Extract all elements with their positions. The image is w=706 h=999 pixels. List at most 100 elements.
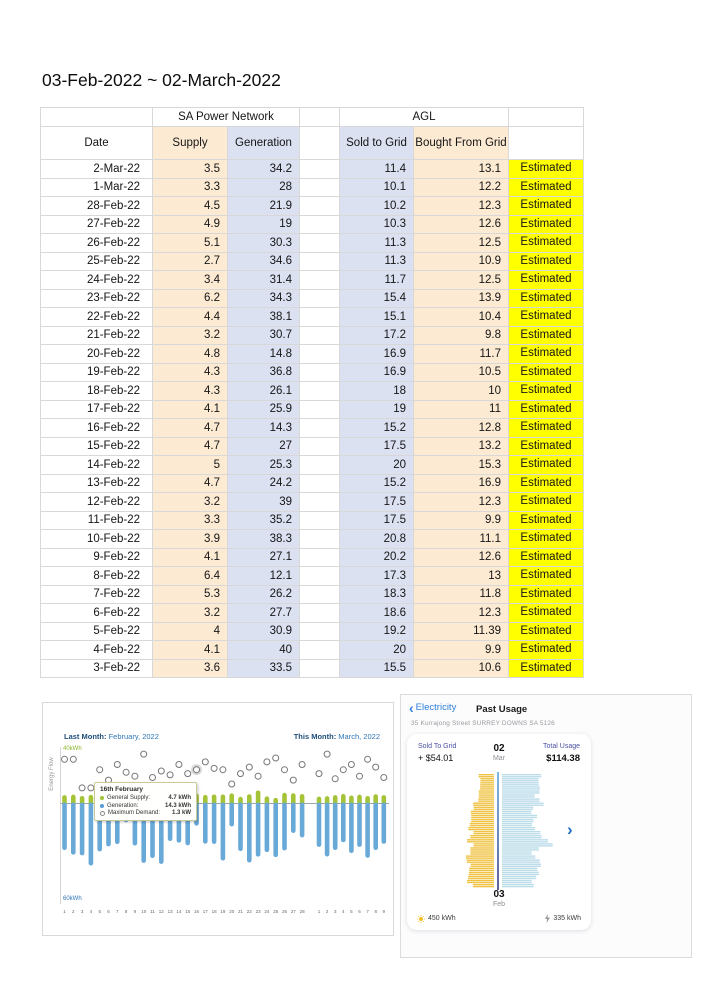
supply-cell: 4 bbox=[153, 622, 228, 641]
date-cell: 8-Feb-22 bbox=[41, 567, 153, 586]
date-cell: 7-Feb-22 bbox=[41, 585, 153, 604]
estimated-cell: Estimated bbox=[509, 345, 584, 364]
spacer-cell bbox=[300, 567, 340, 586]
sold-to-grid-cell: 11.3 bbox=[340, 234, 414, 253]
supply-cell: 4.3 bbox=[153, 382, 228, 401]
spacer-cell bbox=[300, 419, 340, 438]
bought-from-grid-cell: 12.5 bbox=[414, 234, 509, 253]
sold-to-grid-cell: 18.6 bbox=[340, 604, 414, 623]
estimated-cell: Estimated bbox=[509, 474, 584, 493]
generation-bullet-icon bbox=[100, 803, 104, 808]
column-header-supply: Supply bbox=[153, 127, 228, 160]
svg-text:3: 3 bbox=[334, 909, 337, 914]
generation-cell: 30.3 bbox=[228, 234, 300, 253]
generation-cell: 39 bbox=[228, 493, 300, 512]
generation-cell: 38.3 bbox=[228, 530, 300, 549]
spacer-cell bbox=[300, 108, 340, 127]
supply-cell: 4.8 bbox=[153, 345, 228, 364]
estimated-cell: Estimated bbox=[509, 289, 584, 308]
chevron-left-icon: ‹ bbox=[409, 699, 414, 716]
last-month-label: Last Month: February, 2022 bbox=[64, 732, 159, 741]
generation-cell: 38.1 bbox=[228, 308, 300, 327]
svg-text:28: 28 bbox=[300, 909, 306, 914]
this-month-label-bold: This Month: bbox=[293, 732, 337, 741]
estimated-cell: Estimated bbox=[509, 511, 584, 530]
energy-data-table: SA Power Network AGL Date Supply Generat… bbox=[40, 107, 584, 678]
table-row: 17-Feb-22 4.1 25.9 19 11 Estimated bbox=[41, 400, 584, 419]
bought-from-grid-cell: 12.6 bbox=[414, 215, 509, 234]
total-usage-value: $114.38 bbox=[546, 752, 580, 764]
generation-cell: 25.9 bbox=[228, 400, 300, 419]
estimated-cell: Estimated bbox=[509, 548, 584, 567]
y-axis-bottom-label: 60kWh bbox=[63, 896, 82, 902]
bought-from-grid-cell: 12.3 bbox=[414, 604, 509, 623]
bought-from-grid-cell: 10.5 bbox=[414, 363, 509, 382]
back-button[interactable]: ‹ Electricity bbox=[409, 699, 456, 716]
estimated-cell: Estimated bbox=[509, 252, 584, 271]
page-title: 03-Feb-2022 ~ 02-March-2022 bbox=[42, 70, 281, 90]
spacer-cell bbox=[300, 178, 340, 197]
bought-from-grid-cell: 12.3 bbox=[414, 493, 509, 512]
date-cell: 20-Feb-22 bbox=[41, 345, 153, 364]
svg-text:7: 7 bbox=[366, 909, 369, 914]
table-row: 3-Feb-22 3.6 33.5 15.5 10.6 Estimated bbox=[41, 659, 584, 678]
estimated-cell: Estimated bbox=[509, 585, 584, 604]
supply-bullet-icon bbox=[100, 796, 104, 800]
svg-text:11: 11 bbox=[150, 909, 155, 914]
table-row: 25-Feb-22 2.7 34.6 11.3 10.9 Estimated bbox=[41, 252, 584, 271]
column-header-generation: Generation bbox=[228, 127, 300, 160]
estimated-cell: Estimated bbox=[509, 659, 584, 678]
svg-text:19: 19 bbox=[220, 909, 226, 914]
bought-from-grid-cell: 13.9 bbox=[414, 289, 509, 308]
svg-text:20: 20 bbox=[229, 909, 235, 914]
bought-from-grid-cell: 12.6 bbox=[414, 548, 509, 567]
generation-cell: 28 bbox=[228, 178, 300, 197]
spacer-cell bbox=[300, 641, 340, 660]
table-row: 21-Feb-22 3.2 30.7 17.2 9.8 Estimated bbox=[41, 326, 584, 345]
estimated-cell: Estimated bbox=[509, 493, 584, 512]
tooltip-row-value: 1.3 kW bbox=[171, 810, 191, 817]
spacer-cell bbox=[300, 548, 340, 567]
spacer-cell bbox=[300, 127, 340, 160]
sold-to-grid-cell: 15.5 bbox=[340, 659, 414, 678]
bought-from-grid-cell: 11 bbox=[414, 400, 509, 419]
date-cell: 22-Feb-22 bbox=[41, 308, 153, 327]
svg-text:15: 15 bbox=[185, 909, 191, 914]
date-cell: 21-Feb-22 bbox=[41, 326, 153, 345]
chevron-right-icon[interactable]: › bbox=[567, 820, 573, 839]
table-row: 7-Feb-22 5.3 26.2 18.3 11.8 Estimated bbox=[41, 585, 584, 604]
sold-to-grid-cell: 18.3 bbox=[340, 585, 414, 604]
svg-text:21: 21 bbox=[238, 909, 244, 914]
table-group-header-row: SA Power Network AGL bbox=[41, 108, 584, 127]
spacer-cell bbox=[300, 271, 340, 290]
svg-text:22: 22 bbox=[247, 909, 253, 914]
period-end-date: 02 Mar bbox=[407, 743, 591, 762]
date-cell: 3-Feb-22 bbox=[41, 659, 153, 678]
table-row: 15-Feb-22 4.7 27 17.5 13.2 Estimated bbox=[41, 437, 584, 456]
generation-cell: 25.3 bbox=[228, 456, 300, 475]
svg-text:5: 5 bbox=[350, 909, 353, 914]
total-usage-summary: Total Usage $114.38 bbox=[543, 743, 580, 764]
table-row: 9-Feb-22 4.1 27.1 20.2 12.6 Estimated bbox=[41, 548, 584, 567]
svg-text:7: 7 bbox=[116, 909, 119, 914]
usage-card: Sold To Grid + $54.01 02 Mar Total Usage… bbox=[407, 734, 591, 930]
date-cell: 9-Feb-22 bbox=[41, 548, 153, 567]
sold-to-grid-value: + $54.01 bbox=[418, 752, 454, 763]
supply-cell: 3.2 bbox=[153, 604, 228, 623]
date-cell: 12-Feb-22 bbox=[41, 493, 153, 512]
sold-to-grid-cell: 15.1 bbox=[340, 308, 414, 327]
supply-cell: 4.4 bbox=[153, 308, 228, 327]
supply-cell: 3.3 bbox=[153, 511, 228, 530]
sold-to-grid-cell: 19 bbox=[340, 400, 414, 419]
spacer-cell bbox=[300, 622, 340, 641]
svg-text:23: 23 bbox=[256, 909, 262, 914]
generation-cell: 40 bbox=[228, 641, 300, 660]
bought-from-grid-cell: 12.5 bbox=[414, 271, 509, 290]
table-row: 13-Feb-22 4.7 24.2 15.2 16.9 Estimated bbox=[41, 474, 584, 493]
sold-to-grid-cell: 16.9 bbox=[340, 363, 414, 382]
sold-to-grid-cell: 20 bbox=[340, 641, 414, 660]
sold-to-grid-cell: 17.5 bbox=[340, 437, 414, 456]
date-cell: 28-Feb-22 bbox=[41, 197, 153, 216]
svg-text:9: 9 bbox=[134, 909, 137, 914]
estimated-cell: Estimated bbox=[509, 622, 584, 641]
